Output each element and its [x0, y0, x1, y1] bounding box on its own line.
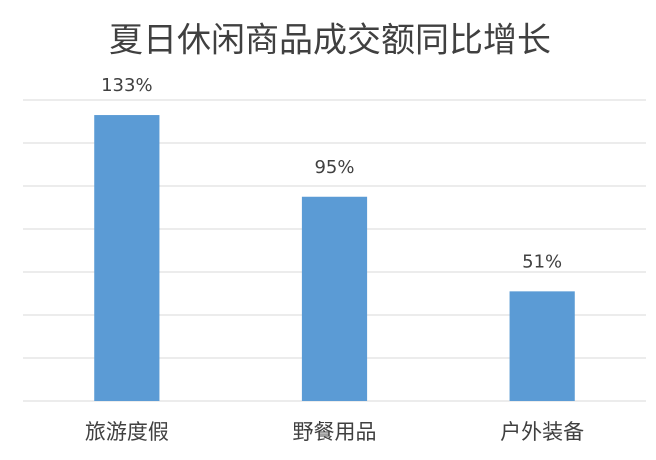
x-tick-label: 旅游度假 — [85, 420, 169, 444]
value-label: 133% — [101, 75, 152, 96]
value-label: 51% — [522, 251, 562, 272]
x-tick-label: 野餐用品 — [293, 420, 377, 444]
chart-title: 夏日休闲商品成交额同比增长 — [109, 21, 551, 61]
bar — [94, 115, 160, 402]
x-tick-label: 户外装备 — [500, 420, 584, 444]
bar — [301, 196, 368, 401]
bar — [509, 291, 575, 401]
value-label: 95% — [314, 157, 354, 178]
